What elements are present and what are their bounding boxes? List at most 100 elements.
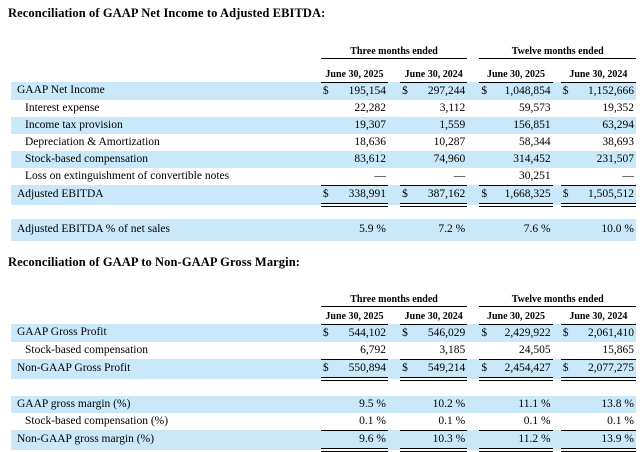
cell-value: 1,152,666	[574, 82, 636, 100]
cell-value: 30,251	[493, 167, 553, 186]
cell-value: 9.5 %	[335, 395, 388, 413]
row-label: Income tax provision	[11, 116, 321, 134]
cell-value: 22,282	[354, 101, 386, 114]
currency-symbol: $	[400, 324, 415, 342]
cell-value: 549,214	[414, 359, 468, 381]
row-label: Depreciation & Amortization	[25, 135, 160, 148]
cell-value: 0.1 %	[414, 412, 468, 431]
reconciliation-table-gross-margin: Three months ended Twelve months ended J…	[11, 289, 636, 452]
date-column-header: June 30, 2024	[400, 306, 468, 325]
table-row-sbc-pct: Stock-based compensation (%) 0.1 % 0.1 %…	[11, 412, 636, 431]
currency-symbol: $	[320, 359, 336, 381]
cell-value: 1,668,325	[493, 185, 553, 207]
currency-symbol: $	[479, 82, 494, 100]
table-row-adjusted-ebitda-percent: Adjusted EBITDA % of net sales 5.9 % 7.2…	[11, 218, 636, 241]
cell-value: 74,960	[414, 150, 468, 168]
row-label: Interest expense	[25, 101, 100, 114]
cell-value: 24,505	[493, 341, 553, 360]
currency-symbol: $	[400, 185, 415, 207]
cell-value: 63,294	[574, 116, 636, 134]
currency-symbol: $	[560, 324, 575, 342]
table-row-stock-based-compensation: Stock-based compensation 83,612 74,960 3…	[11, 150, 636, 168]
cell-value: 2,077,275	[574, 359, 636, 381]
cell-value: 9.6 %	[335, 430, 388, 452]
cell-value: 59,573	[518, 101, 551, 114]
date-column-header: June 30, 2025	[320, 58, 388, 83]
row-label: Non-GAAP gross margin (%)	[11, 430, 321, 450]
row-label: Loss on extinguishment of convertible no…	[25, 169, 230, 182]
section-title-adjusted-ebitda: Reconciliation of GAAP Net Income to Adj…	[8, 6, 326, 20]
cell-value: 83,612	[335, 150, 388, 168]
table-row-adjusted-ebitda-total: Adjusted EBITDA $ 338,991 $ 387,162 $ 1,…	[11, 185, 636, 207]
currency-symbol: $	[479, 324, 494, 342]
cell-value: 10,287	[433, 135, 466, 148]
row-label: Stock-based compensation	[25, 343, 148, 356]
cell-value: 11.2 %	[493, 430, 553, 452]
cell-value: 550,894	[335, 359, 388, 381]
cell-value: —	[335, 167, 388, 186]
section-title-gross-margin: Reconciliation of GAAP to Non-GAAP Gross…	[8, 254, 301, 269]
period-group-header: Twelve months ended	[479, 41, 636, 59]
date-column-header: June 30, 2024	[560, 306, 636, 325]
cell-value: 297,244	[414, 82, 468, 100]
currency-symbol: $	[400, 359, 415, 381]
row-label: Adjusted EBITDA	[11, 185, 321, 205]
date-column-header: June 30, 2025	[320, 306, 388, 325]
row-label: Non-GAAP Gross Profit	[11, 359, 321, 379]
currency-symbol: $	[560, 82, 575, 100]
cell-value: 13.8 %	[574, 395, 636, 413]
cell-value: 0.1 %	[574, 412, 636, 431]
cell-value: 2,061,410	[574, 324, 636, 342]
cell-value: 3,185	[414, 341, 468, 360]
table-row-gaap-gross-margin-pct: GAAP gross margin (%) 9.5 % 10.2 % 11.1 …	[11, 395, 636, 413]
cell-value: 2,429,922	[493, 324, 553, 342]
cell-value: 7.6 %	[493, 218, 553, 241]
cell-value: 11.1 %	[493, 395, 553, 413]
date-column-header: June 30, 2025	[479, 58, 553, 83]
table-row-non-gaap-gross-margin-pct: Non-GAAP gross margin (%) 9.6 % 10.3 % 1…	[11, 430, 636, 452]
cell-value: 7.2 %	[414, 218, 468, 241]
currency-symbol: $	[479, 185, 494, 207]
currency-symbol: $	[400, 82, 415, 100]
cell-value: 156,851	[493, 116, 553, 134]
date-column-header: June 30, 2024	[400, 58, 468, 83]
cell-value: 18,636	[354, 135, 386, 148]
date-header-row: June 30, 2025 June 30, 2024 June 30, 202…	[11, 58, 636, 83]
cell-value: 544,102	[335, 324, 388, 342]
table-row-non-gaap-gross-profit: Non-GAAP Gross Profit $ 550,894 $ 549,21…	[11, 359, 636, 381]
cell-value: 6,792	[335, 341, 388, 360]
cell-value: 19,352	[602, 101, 634, 114]
period-group-header: Three months ended	[320, 289, 468, 307]
currency-symbol: $	[320, 185, 336, 207]
table-row-gaap-gross-profit: GAAP Gross Profit $ 544,102 $ 546,029 $ …	[11, 324, 636, 342]
cell-value: —	[414, 167, 468, 186]
cell-value: 2,454,427	[493, 359, 553, 381]
cell-value: 0.1 %	[493, 412, 553, 431]
cell-value: 19,307	[335, 116, 388, 134]
cell-value: 314,452	[493, 150, 553, 168]
table-row-depreciation-amortization: Depreciation & Amortization 18,636 10,28…	[11, 134, 636, 151]
currency-symbol: $	[320, 324, 336, 342]
spacer-row	[11, 205, 636, 219]
cell-value: 546,029	[414, 324, 468, 342]
cell-value: 10.0 %	[574, 218, 636, 241]
row-label: Stock-based compensation	[11, 150, 321, 168]
cell-value: 13.9 %	[574, 430, 636, 452]
row-label: GAAP Net Income	[11, 82, 321, 100]
period-group-row: Three months ended Twelve months ended	[11, 289, 636, 307]
cell-value: —	[574, 167, 636, 186]
table-row-gaap-net-income: GAAP Net Income $ 195,154 $ 297,244 $ 1,…	[11, 82, 636, 100]
table-row-sbc-gross: Stock-based compensation 6,792 3,185 24,…	[11, 341, 636, 360]
period-group-header: Twelve months ended	[479, 289, 636, 307]
cell-value: 1,505,512	[574, 185, 636, 207]
cell-value: 10.2 %	[414, 395, 468, 413]
cell-value: 387,162	[414, 185, 468, 207]
currency-symbol: $	[560, 185, 575, 207]
cell-value: 195,154	[335, 82, 388, 100]
row-label: GAAP Gross Profit	[11, 324, 321, 342]
cell-value: 1,048,854	[493, 82, 553, 100]
cell-value: 38,693	[602, 135, 634, 148]
currency-symbol: $	[320, 82, 336, 100]
cell-value: 0.1 %	[335, 412, 388, 431]
currency-symbol: $	[479, 359, 494, 381]
